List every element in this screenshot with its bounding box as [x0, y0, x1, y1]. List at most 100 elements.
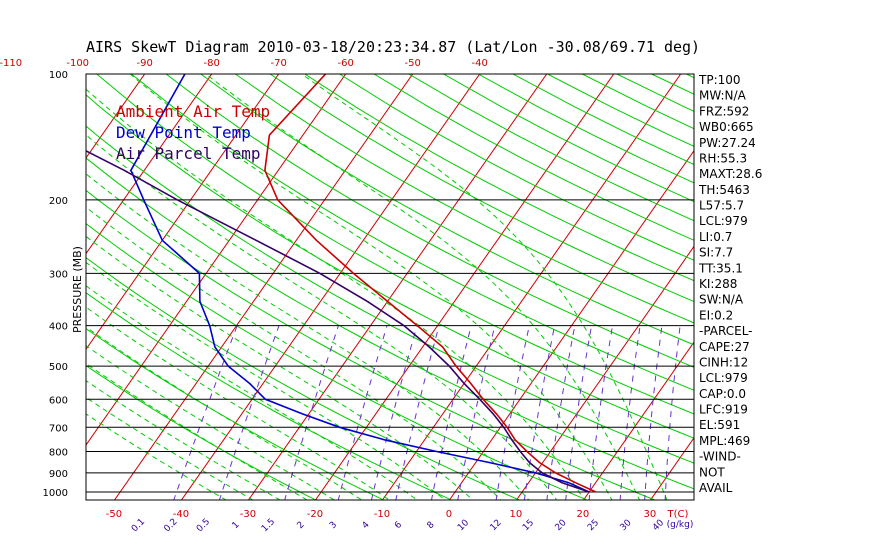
dry-adiabat: [442, 74, 694, 203]
mixing-ratio-line: [395, 325, 440, 500]
mixing-ratio-line: [457, 325, 496, 500]
mixing-ratio-tick-label: 15: [521, 518, 536, 533]
stability-index-value: LFC:919: [699, 403, 748, 417]
moist-adiabat: [86, 88, 585, 500]
stability-index-value: MPL:469: [699, 434, 750, 448]
mixing-ratio-tick-label: 8: [426, 520, 437, 531]
legend-item: Air Parcel Temp: [116, 144, 261, 163]
pressure-tick-label: 900: [49, 469, 68, 480]
stability-index-value: TH:5463: [698, 183, 750, 197]
mixing-ratio-tick-label: 3: [328, 520, 339, 531]
bottom-temp-tick-label: -50: [106, 509, 122, 520]
stability-index-value: EI:0.2: [699, 308, 733, 322]
y-axis-label: PRESSURE (MB): [71, 246, 84, 333]
bottom-temp-tick-label: -10: [374, 509, 390, 520]
moist-adiabat: [86, 285, 418, 500]
moist-adiabat: [86, 362, 308, 500]
sounding-traces: [86, 74, 597, 493]
dry-adiabat: [86, 125, 694, 464]
stability-index-value: KI:288: [699, 277, 737, 291]
isotherm-line: [515, 245, 694, 500]
series-air-parcel-temp: [86, 149, 590, 493]
stability-index-value: FRZ:592: [699, 104, 749, 118]
stability-index-value: EL:591: [699, 418, 740, 432]
pressure-tick-label: 1000: [43, 488, 68, 499]
dry-adiabat: [165, 74, 694, 368]
mixing-ratio-tick-label: 4: [361, 520, 372, 531]
moist-adiabat: [86, 235, 474, 500]
top-temp-tick-label: -100: [66, 58, 89, 69]
stability-index-value: MAXT:28.6: [699, 167, 762, 181]
mixing-ratio-tick-label: 10: [456, 518, 471, 533]
stability-index-value: -WIND-: [699, 450, 741, 464]
isotherm-line: [582, 341, 694, 500]
isotherm-line: [778, 33, 870, 509]
stability-index-value: NOT: [699, 465, 725, 479]
series-ambient-air-temp: [264, 74, 597, 493]
mixing-ratio-tick-label: 25: [586, 518, 601, 533]
pressure-tick-label: 500: [49, 362, 68, 373]
bottom-temp-tick-label: -20: [307, 509, 323, 520]
dry-adiabat: [581, 74, 694, 130]
series-dew-point-temp: [130, 74, 590, 493]
mixing-ratio-tick-label: 6: [393, 520, 404, 531]
mixing-ratio-line: [644, 325, 663, 500]
top-temp-tick-label: -60: [338, 58, 354, 69]
pressure-tick-label: 800: [49, 447, 68, 458]
moist-adiabat: [86, 396, 254, 500]
stability-index-value: MW:N/A: [699, 89, 747, 103]
moist-adiabat: [86, 206, 502, 500]
bottom-temp-tick-label: -30: [240, 509, 256, 520]
isotherm-line: [649, 436, 694, 500]
stability-index-value: SW:N/A: [699, 293, 744, 307]
isotherm-line: [86, 74, 146, 159]
stability-index-value: LCL:979: [699, 214, 748, 228]
bottom-temp-unit: T(C): [667, 509, 689, 520]
mixing-ratio-line: [337, 325, 388, 500]
mixing-ratio-tick-label: 0.5: [195, 517, 212, 534]
top-temp-tick-label: -110: [0, 58, 22, 69]
mixing-ratio-tick-label: 1.5: [260, 517, 277, 534]
pressure-tick-label: 600: [49, 395, 68, 406]
dry-adiabat: [86, 94, 694, 439]
bottom-temp-tick-label: 10: [510, 509, 523, 520]
pressure-tick-label: 100: [49, 70, 68, 81]
plot-frame: [85, 73, 695, 501]
dry-adiabat: [86, 292, 453, 500]
mixing-ratio-line: [588, 325, 613, 500]
mixing-ratio-tick-label: 20: [554, 518, 569, 533]
bottom-temp-tick-label: -40: [173, 509, 189, 520]
moist-adiabat: [86, 380, 281, 500]
isotherm-line: [0, 33, 39, 509]
mixing-ratio-line: [664, 325, 681, 500]
dry-adiabat: [373, 74, 694, 241]
isotherm-line: [845, 33, 870, 509]
moist-adiabat: [205, 74, 641, 500]
dry-adiabat: [86, 257, 521, 500]
mixing-ratio-line: [546, 325, 576, 500]
dry-adiabat: [86, 189, 657, 500]
stability-index-value: WB0:665: [699, 120, 754, 134]
mixing-ratio-line: [565, 325, 592, 500]
pressure-tick-label: 300: [49, 269, 68, 280]
mixing-ratio-line: [284, 325, 339, 500]
moist-adiabat: [300, 74, 668, 500]
moist-adiabat: [86, 413, 227, 500]
isotherm-line: [448, 149, 694, 500]
legend: Ambient Air Temp Dew Point Temp Air Parcel…: [116, 102, 270, 163]
legend-item: Dew Point Temp: [116, 123, 251, 142]
top-temp-tick-label: -80: [204, 58, 220, 69]
moist-adiabat: [86, 326, 363, 500]
moist-adiabat: [86, 261, 446, 500]
stability-index-value: TT:35.1: [698, 261, 743, 275]
top-temp-tick-label: -50: [405, 58, 421, 69]
stability-index-value: LCL:979: [699, 371, 748, 385]
dry-adiabat: [86, 364, 317, 500]
isotherm-line: [86, 74, 213, 255]
stability-index-value: CINH:12: [699, 355, 748, 369]
stability-index-value: AVAIL: [699, 481, 733, 495]
isotherm-line: [86, 74, 347, 446]
grid-lines: [0, 33, 870, 509]
